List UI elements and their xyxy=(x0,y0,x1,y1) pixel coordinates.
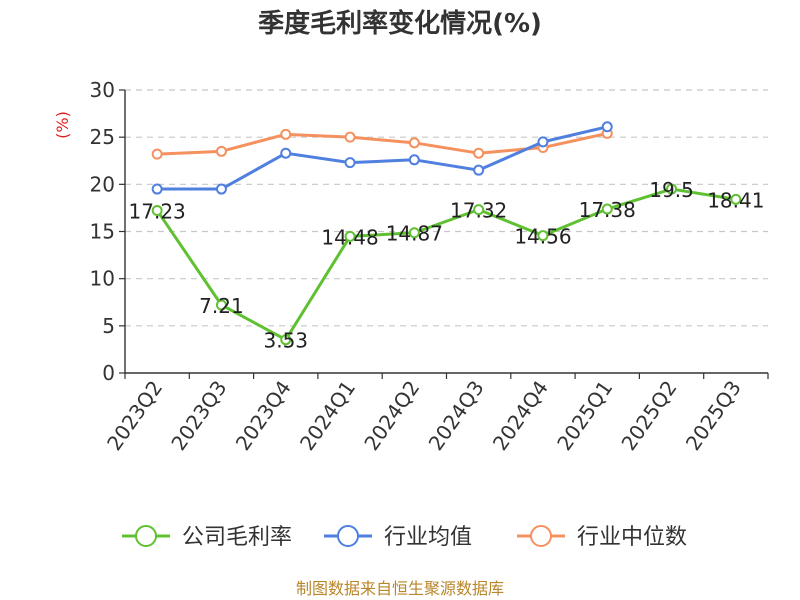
data-label: 17.32 xyxy=(450,199,507,223)
x-tick-label: 2025Q2 xyxy=(616,376,681,455)
legend-label: 公司毛利率 xyxy=(182,525,292,550)
y-tick-label: 0 xyxy=(102,361,115,385)
data-label: 17.23 xyxy=(129,199,186,223)
legend-swatch-marker xyxy=(135,525,157,547)
series-point-0 xyxy=(601,203,613,215)
series-point-1 xyxy=(473,164,485,176)
series-point-2 xyxy=(215,145,227,157)
series-point-1 xyxy=(408,154,420,166)
y-tick-label: 25 xyxy=(90,125,115,149)
source-note: 制图数据来自恒生聚源数据库 xyxy=(296,579,504,598)
data-label: 14.87 xyxy=(386,222,443,246)
series-point-2 xyxy=(344,131,356,143)
legend: 公司毛利率 行业均值 行业中位数 xyxy=(122,525,687,550)
series-point-0 xyxy=(344,230,356,242)
data-label: 14.48 xyxy=(321,225,378,249)
series-point-1 xyxy=(601,121,613,133)
data-label: 17.38 xyxy=(579,198,636,222)
series-line-0 xyxy=(155,187,737,342)
series-point-0 xyxy=(537,230,549,242)
series-point-2 xyxy=(280,128,292,140)
legend-swatch-marker xyxy=(530,525,552,547)
x-tick-label: 2023Q4 xyxy=(231,376,296,455)
chart-title: 季度毛利率变化情况(%) xyxy=(258,8,542,39)
legend-item-0: 公司毛利率 xyxy=(122,525,292,550)
legend-item-2: 行业中位数 xyxy=(517,525,687,550)
series-point-1 xyxy=(537,136,549,148)
data-label: 19.5 xyxy=(649,178,694,202)
x-tick-label: 2023Q3 xyxy=(166,376,231,455)
x-tick-label: 2024Q3 xyxy=(424,376,489,455)
series-line-2 xyxy=(157,131,608,156)
legend-item-1: 行业均值 xyxy=(324,525,472,550)
series-point-0 xyxy=(215,299,227,311)
data-labels: 17.23 7.21 3.53 14.48 14.87 17.32 14.56 17.38 19… xyxy=(129,178,765,353)
x-tick-label: 2024Q4 xyxy=(488,376,553,455)
gridlines xyxy=(125,89,768,327)
x-tick-label: 2025Q3 xyxy=(681,376,746,455)
x-tick-label: 2024Q2 xyxy=(359,376,424,455)
x-tick-label: 2024Q1 xyxy=(295,376,360,455)
y-tick-label: 5 xyxy=(102,314,115,338)
series-point-0 xyxy=(473,204,485,216)
x-tick-label: 2023Q2 xyxy=(102,376,167,455)
data-label: 14.56 xyxy=(514,225,571,249)
y-tick-label: 20 xyxy=(90,172,115,196)
series-point-0 xyxy=(151,204,163,216)
series-point-0 xyxy=(666,183,678,195)
legend-label: 行业中位数 xyxy=(577,525,687,550)
data-label: 18.41 xyxy=(707,188,764,212)
series-point-2 xyxy=(408,137,420,149)
series-point-1 xyxy=(280,147,292,159)
series-layer xyxy=(151,121,742,346)
data-label: 3.53 xyxy=(263,329,308,353)
legend-swatch-marker xyxy=(337,525,359,547)
y-tick-label: 15 xyxy=(90,220,115,244)
legend-label: 行业均值 xyxy=(384,525,472,550)
x-tick-label: 2025Q1 xyxy=(552,376,617,455)
series-point-2 xyxy=(473,147,485,159)
series-point-0 xyxy=(280,334,292,346)
series-point-0 xyxy=(730,193,742,205)
series-point-0 xyxy=(408,227,420,239)
y-unit-label: (%) xyxy=(53,111,72,139)
series-point-1 xyxy=(344,157,356,169)
data-label: 7.21 xyxy=(199,294,244,318)
series-line-1 xyxy=(157,125,608,191)
y-tick-label: 30 xyxy=(90,78,115,102)
y-tick-label: 10 xyxy=(90,267,115,291)
series-point-1 xyxy=(215,183,227,195)
series-point-2 xyxy=(151,148,163,160)
series-point-1 xyxy=(151,183,163,195)
